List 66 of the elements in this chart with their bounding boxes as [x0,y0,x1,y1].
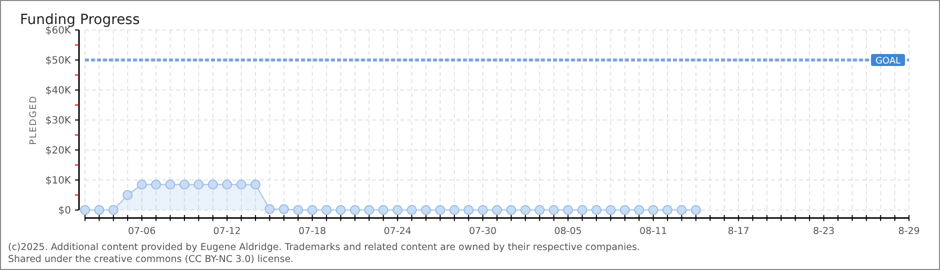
y-tick-label: $50K [45,56,72,66]
y-tick-label: $30K [45,116,72,126]
point [236,180,246,190]
point [322,205,332,215]
point [520,205,530,215]
point [577,205,588,215]
point [662,205,672,215]
point [464,205,474,215]
x-tick-label: 8-23 [812,226,835,237]
point [336,205,346,215]
point [108,205,118,215]
point [563,205,574,215]
point [435,205,446,215]
x-tick-label: 07-12 [213,226,241,237]
point [420,205,431,215]
point [648,205,658,215]
text: Shared under the creative commons (CC BY-NC 3.0) license. [8,254,294,265]
point [122,190,133,200]
y-axis-title: PLEDGED [29,95,39,145]
point [151,180,162,190]
point [194,180,204,190]
x-tick-label: 08-05 [554,226,582,237]
point [350,205,360,215]
point [179,180,190,190]
x-tick-label: 07-30 [468,226,497,237]
x-tick-label: 07-24 [384,226,412,237]
x-tick-label: 08-11 [639,226,668,237]
point [406,205,417,215]
point [506,205,516,215]
point [392,205,403,215]
point [80,205,90,215]
point [293,205,304,215]
point [136,180,147,190]
y-tick-label: $40K [45,86,72,96]
point [676,205,687,215]
point [492,205,502,215]
point [364,205,374,215]
point [548,205,559,215]
point [620,205,630,215]
y-tick-label: $60K [45,26,72,36]
point [634,205,644,215]
point [278,204,289,214]
y-tick-label: $10K [45,176,72,186]
x-tick-label: 07-18 [298,226,326,237]
point [378,205,388,215]
chart-title: Funding Progress [20,12,140,28]
text: (c)2025. Additional content provided by Eugene Aldridge. Trademarks and related content are owned by their respective companies. [8,242,640,253]
point [264,204,275,214]
point [208,180,218,190]
y-tick-label: $20K [45,146,72,156]
x-tick-label: 8-17 [728,226,750,237]
point [449,205,460,215]
point [222,180,232,190]
point [591,205,602,215]
x-tick-label: 07-06 [128,226,156,237]
point [250,180,260,190]
point [165,180,176,190]
point [307,205,318,215]
y-tick-label: $0 [58,206,71,216]
point [690,205,701,215]
point [534,205,545,215]
point [606,205,616,215]
point [94,205,104,215]
point [478,205,488,215]
ref-line-label: GOAL [875,56,901,66]
x-tick-label: 8-29 [898,226,920,237]
